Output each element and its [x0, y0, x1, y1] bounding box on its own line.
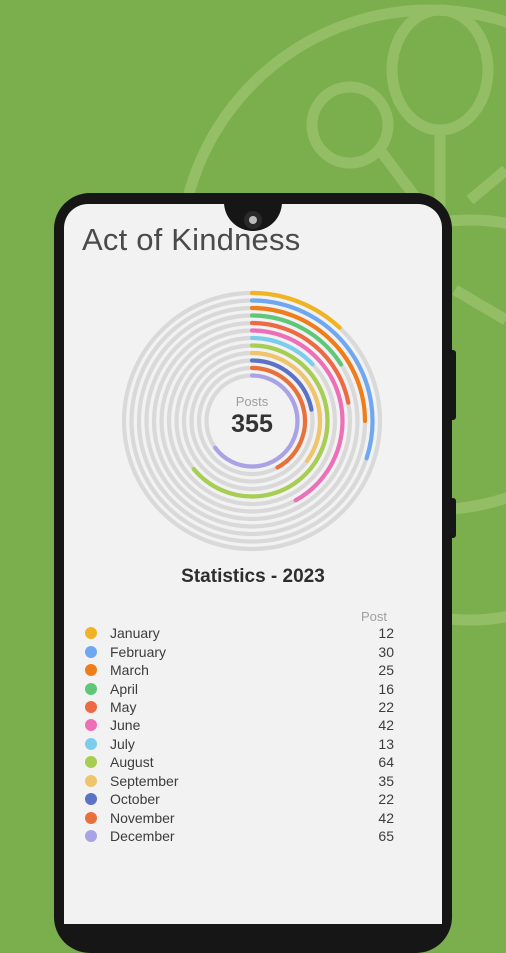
month-row-april: April 16: [82, 679, 402, 697]
post-count: 12: [378, 625, 394, 642]
ring-bar-may: [249, 320, 351, 405]
legend-dot: [85, 756, 97, 769]
app-title: Act of Kindness: [82, 222, 301, 257]
month-row-october: October 22: [82, 790, 402, 808]
post-count: 35: [378, 772, 394, 789]
month-row-december: December 65: [82, 827, 402, 845]
post-count: 64: [378, 754, 394, 771]
legend-dot: [85, 645, 97, 658]
legend-dot: [85, 664, 97, 677]
month-row-may: May 22: [82, 698, 402, 716]
total-posts-label: Posts: [235, 394, 269, 409]
month-row-september: September 35: [82, 772, 402, 790]
power-button: [449, 498, 456, 538]
front-camera: [244, 211, 262, 229]
month-row-january: January 12: [82, 624, 402, 642]
month-label: February: [110, 643, 167, 660]
post-count: 22: [378, 698, 394, 715]
month-stats-list: January 12 February 30 March 25 April 16 May 22 Ju…: [82, 624, 402, 845]
ring-bar-june: [249, 328, 345, 503]
statistics-title: Statistics - 2023: [181, 566, 325, 587]
legend-dot: [85, 682, 97, 695]
ring-bar-august: [191, 343, 330, 499]
app-screen: Act of Kindness Posts 355 Statistics - 2…: [64, 204, 442, 924]
post-count: 25: [378, 662, 394, 679]
legend-dot: [85, 830, 97, 843]
month-row-june: June 42: [82, 716, 402, 734]
ring-bar-september: [249, 350, 323, 464]
ring-bar-july: [249, 335, 315, 367]
post-count: 22: [378, 791, 394, 808]
month-label: September: [110, 772, 179, 789]
month-label: December: [110, 828, 175, 845]
volume-button: [449, 350, 456, 420]
legend-dot: [85, 737, 97, 750]
month-row-august: August 64: [82, 753, 402, 771]
ring-bar-november: [249, 365, 308, 470]
post-count: 42: [378, 809, 394, 826]
month-label: April: [110, 680, 139, 697]
ring-bar-january: [249, 290, 342, 330]
month-row-november: November 42: [82, 808, 402, 826]
total-posts-value: 355: [231, 410, 273, 438]
month-label: January: [110, 625, 160, 642]
post-count: 13: [378, 735, 394, 752]
post-count: 30: [378, 643, 394, 660]
ring-bar-march: [249, 305, 368, 424]
month-label: May: [110, 698, 137, 715]
month-label: October: [110, 791, 160, 808]
month-label: June: [110, 717, 141, 734]
legend-dot: [85, 719, 97, 732]
legend-dot: [85, 627, 97, 640]
ring-bar-february: [249, 298, 375, 461]
month-row-february: February 30: [82, 642, 402, 660]
ring-bar-october: [249, 358, 314, 412]
post-count: 42: [378, 717, 394, 734]
legend-dot: [85, 700, 97, 713]
month-label: August: [110, 754, 154, 771]
month-row-march: March 25: [82, 661, 402, 679]
post-count: 16: [378, 680, 394, 697]
post-column-header: Post: [360, 609, 387, 624]
month-label: November: [110, 809, 175, 826]
month-label: March: [110, 662, 149, 679]
legend-dot: [85, 811, 97, 824]
radial-chart: [121, 290, 383, 552]
legend-dot: [85, 774, 97, 787]
ring-bar-december: [213, 373, 300, 469]
ring-bar-april: [249, 313, 344, 367]
month-label: July: [110, 735, 135, 752]
legend-dot: [85, 793, 97, 806]
month-row-july: July 13: [82, 735, 402, 753]
post-count: 65: [378, 828, 394, 845]
